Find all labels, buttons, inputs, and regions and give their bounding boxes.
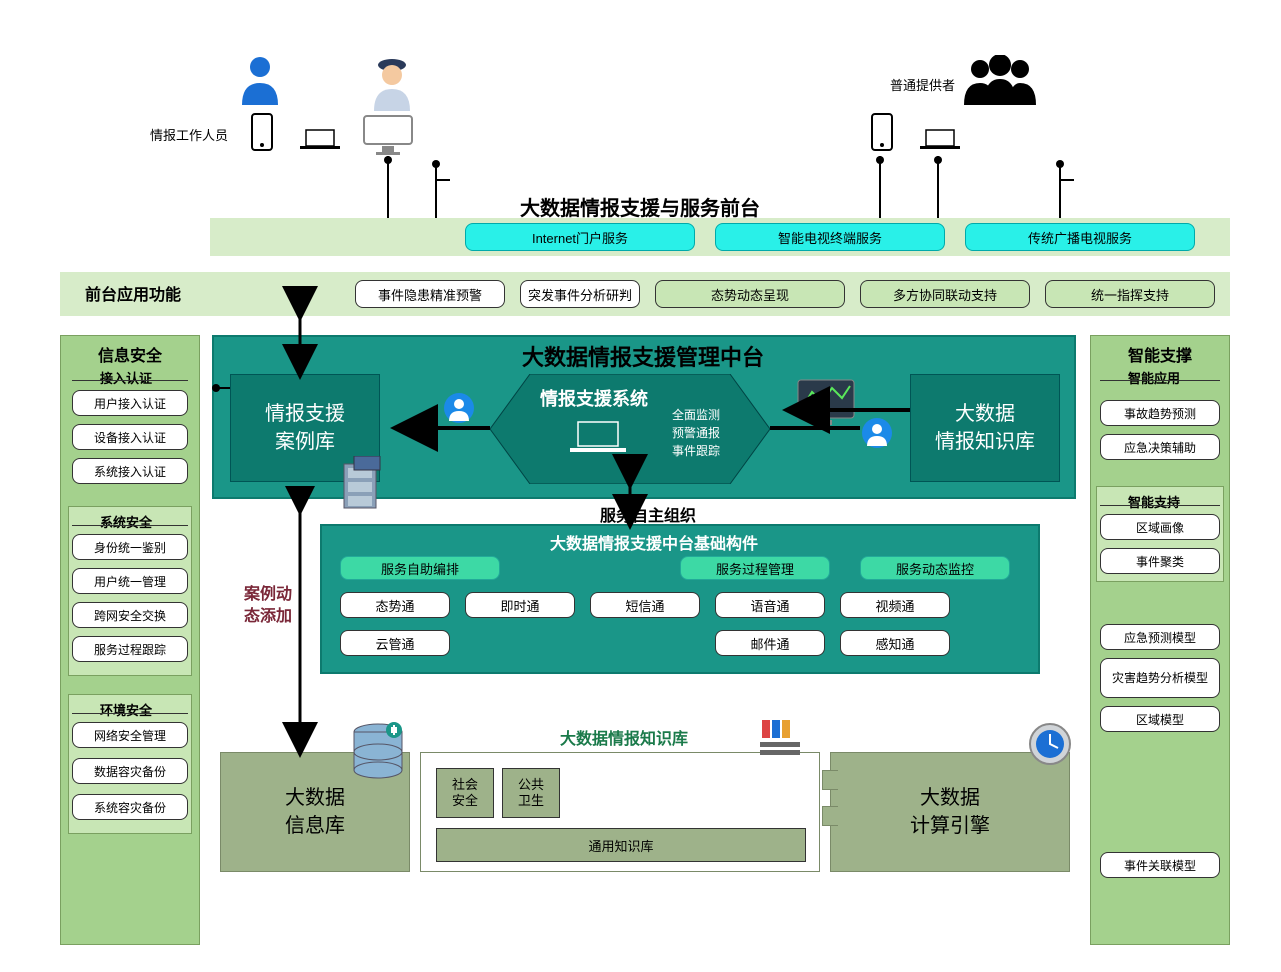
- left-g0-header: 接入认证: [100, 368, 152, 387]
- right-g2-i2[interactable]: 区域模型: [1100, 706, 1220, 732]
- left-g2-i1[interactable]: 数据容灾备份: [72, 758, 188, 784]
- staff-label: 情报工作人员: [150, 125, 228, 144]
- left-g2-header: 环境安全: [100, 700, 152, 719]
- front-app-0[interactable]: 事件隐患精准预警: [355, 280, 505, 308]
- person-icon-staff: [240, 55, 280, 110]
- comp-w2-1[interactable]: 邮件通: [715, 630, 825, 656]
- left-g0-i1[interactable]: 设备接入认证: [72, 424, 188, 450]
- right-g3-i0[interactable]: 事件关联模型: [1100, 852, 1220, 878]
- front-tab-2[interactable]: 传统广播电视服务: [965, 223, 1195, 251]
- clock-icon: [1028, 722, 1072, 771]
- right-g1-i0[interactable]: 区域画像: [1100, 514, 1220, 540]
- kl-common[interactable]: 通用知识库: [436, 828, 806, 862]
- left-g0-i0[interactable]: 用户接入认证: [72, 390, 188, 416]
- monitor-chart-icon: [796, 378, 856, 433]
- front-title: 大数据情报支援与服务前台: [520, 192, 760, 221]
- laptop-icon: [300, 128, 340, 157]
- support-sys-sub0: 全面监测: [672, 406, 720, 423]
- left-g1-i0[interactable]: 身份统一鉴别: [72, 534, 188, 560]
- comp-w1-4[interactable]: 视频通: [840, 592, 950, 618]
- kl-sub-1[interactable]: 公共 卫生: [502, 768, 560, 818]
- comp-green-0[interactable]: 服务自助编排: [340, 556, 500, 580]
- comp-green-1[interactable]: 服务过程管理: [680, 556, 830, 580]
- front-app-3[interactable]: 多方协同联动支持: [860, 280, 1030, 308]
- front-tab-0[interactable]: Internet门户服务: [465, 223, 695, 251]
- support-sys-sub1: 预警通报: [672, 424, 720, 441]
- comp-w1-3[interactable]: 语音通: [715, 592, 825, 618]
- monitor-icon: [360, 112, 416, 161]
- left-g0-i2[interactable]: 系统接入认证: [72, 458, 188, 484]
- left-g2-i0[interactable]: 网络安全管理: [72, 722, 188, 748]
- left-g1-i2[interactable]: 跨网安全交换: [72, 602, 188, 628]
- comp-w1-0[interactable]: 态势通: [340, 592, 450, 618]
- phone-icon: [250, 112, 274, 157]
- left-g1-header: 系统安全: [100, 512, 152, 531]
- comp-w2-0[interactable]: 云管通: [340, 630, 450, 656]
- front-app-1[interactable]: 突发事件分析研判: [520, 280, 640, 308]
- support-sys-sub2: 事件跟踪: [672, 442, 720, 459]
- filing-cabinet-icon: [340, 456, 384, 517]
- laptop-icon-2: [920, 128, 960, 157]
- comp-w2-2[interactable]: 感知通: [840, 630, 950, 656]
- provider-label: 普通提供者: [890, 75, 955, 94]
- middle-title: 大数据情报支援管理中台: [522, 340, 764, 372]
- front-app-2[interactable]: 态势动态呈现: [655, 280, 845, 308]
- self-org-label: 服务自主组织: [600, 502, 696, 526]
- right-g0-i1[interactable]: 应急决策辅助: [1100, 434, 1220, 460]
- officer-icon: [370, 55, 414, 116]
- comp-w1-2[interactable]: 短信通: [590, 592, 700, 618]
- components-title: 大数据情报支援中台基础构件: [550, 530, 758, 554]
- laptop-icon-3: [570, 420, 626, 459]
- comp-green-2[interactable]: 服务动态监控: [860, 556, 1010, 580]
- right-g2-i0[interactable]: 应急预测模型: [1100, 624, 1220, 650]
- left-panel-title: 信息安全: [98, 342, 162, 366]
- books-icon: [760, 720, 800, 765]
- right-panel-title: 智能支撑: [1128, 342, 1192, 366]
- left-g1-i3[interactable]: 服务过程跟踪: [72, 636, 188, 662]
- left-g1-i1[interactable]: 用户统一管理: [72, 568, 188, 594]
- right-g0-i0[interactable]: 事故趋势预测: [1100, 400, 1220, 426]
- left-g2-i2[interactable]: 系统容灾备份: [72, 794, 188, 820]
- case-add-label: 案例动 态添加: [244, 584, 292, 629]
- people-group-icon: [960, 55, 1040, 110]
- right-g2-i1[interactable]: 灾害趋势分析模型: [1100, 658, 1220, 698]
- right-g1-i1[interactable]: 事件聚类: [1100, 548, 1220, 574]
- front-app-label: 前台应用功能: [85, 281, 181, 305]
- kl-sub-0[interactable]: 社会 安全: [436, 768, 494, 818]
- user-icon-1: [444, 393, 474, 428]
- comp-w1-1[interactable]: 即时通: [465, 592, 575, 618]
- support-sys-title: 情报支援系统: [540, 385, 648, 411]
- phone-icon-2: [870, 112, 894, 157]
- database-icon: [350, 722, 406, 787]
- right-g0-header: 智能应用: [1128, 368, 1180, 387]
- right-g1-header: 智能支持: [1128, 492, 1180, 511]
- front-tab-1[interactable]: 智能电视终端服务: [715, 223, 945, 251]
- front-app-4[interactable]: 统一指挥支持: [1045, 280, 1215, 308]
- knowledge-lib-box[interactable]: 大数据 情报知识库: [910, 374, 1060, 482]
- knowledge-lib-title: 大数据情报知识库: [560, 725, 688, 749]
- user-icon-2: [862, 418, 892, 453]
